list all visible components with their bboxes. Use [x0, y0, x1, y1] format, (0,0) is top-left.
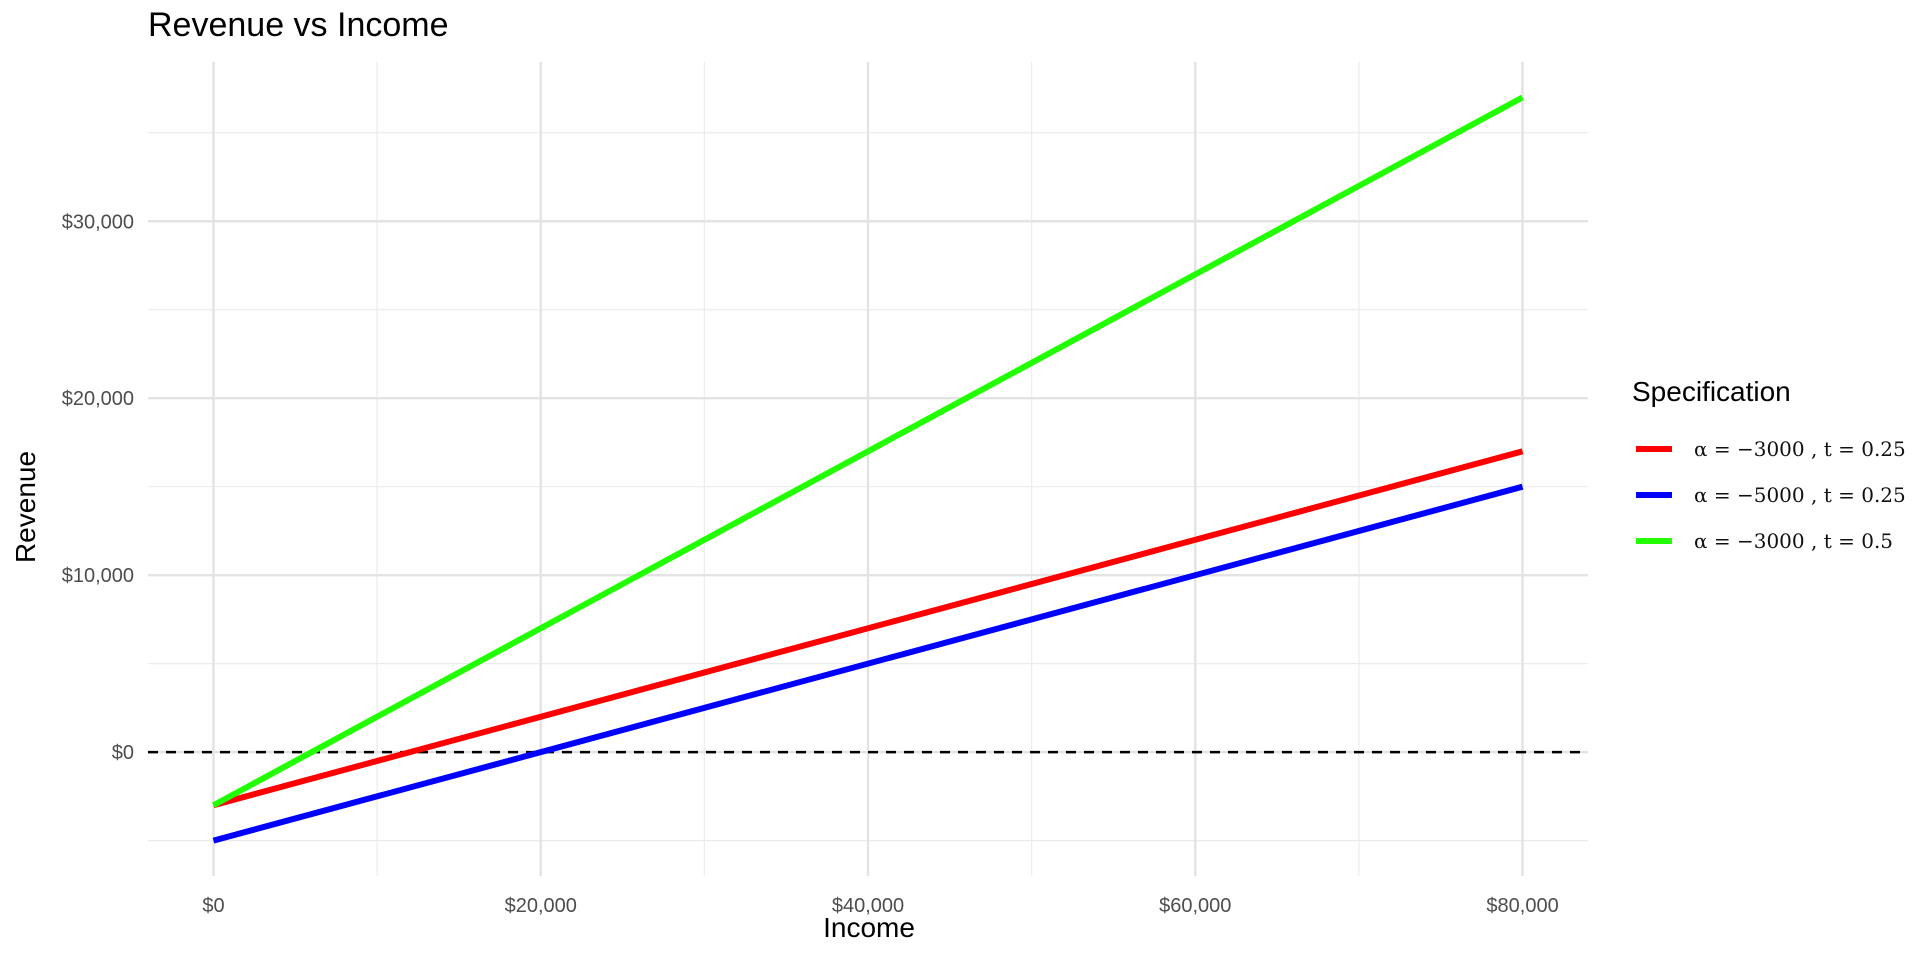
x-tick-label: $0	[202, 895, 224, 917]
legend-key-0	[1636, 446, 1672, 452]
x-axis-title: Income	[823, 912, 915, 943]
legend-item: α = −5000 , t = 0.25	[1632, 472, 1906, 518]
legend-item: α = −3000 , t = 0.5	[1632, 518, 1906, 564]
y-tick-label: $10,000	[62, 565, 134, 587]
legend-key-1	[1636, 492, 1672, 498]
y-axis-ticks: $0 $10,000 $20,000 $30,000	[62, 211, 134, 764]
series-line-1	[212, 483, 1524, 844]
series-line-0	[212, 448, 1524, 809]
y-tick-label: $0	[112, 742, 134, 764]
legend: Specification α = −3000 , t = 0.25 α = −…	[1632, 376, 1906, 564]
y-tick-label: $20,000	[62, 388, 134, 410]
series-layer	[212, 94, 1524, 844]
x-axis-ticks: $0 $20,000 $40,000 $60,000 $80,000	[202, 895, 1558, 917]
x-tick-label: $20,000	[505, 895, 577, 917]
legend-title: Specification	[1632, 376, 1791, 407]
grid	[148, 62, 1588, 876]
chart-title: Revenue vs Income	[148, 6, 449, 44]
x-tick-label: $60,000	[1159, 895, 1231, 917]
legend-label: α = −3000 , t = 0.25	[1694, 437, 1906, 461]
y-tick-label: $30,000	[62, 211, 134, 233]
series-line-2	[212, 94, 1524, 808]
y-axis-title: Revenue	[10, 450, 41, 564]
x-tick-label: $80,000	[1486, 895, 1558, 917]
legend-item: α = −3000 , t = 0.25	[1632, 426, 1906, 472]
legend-label: α = −3000 , t = 0.5	[1694, 529, 1894, 553]
legend-key-2	[1636, 538, 1672, 544]
legend-label: α = −5000 , t = 0.25	[1694, 483, 1906, 507]
x-tick-label: $40,000	[832, 895, 904, 917]
